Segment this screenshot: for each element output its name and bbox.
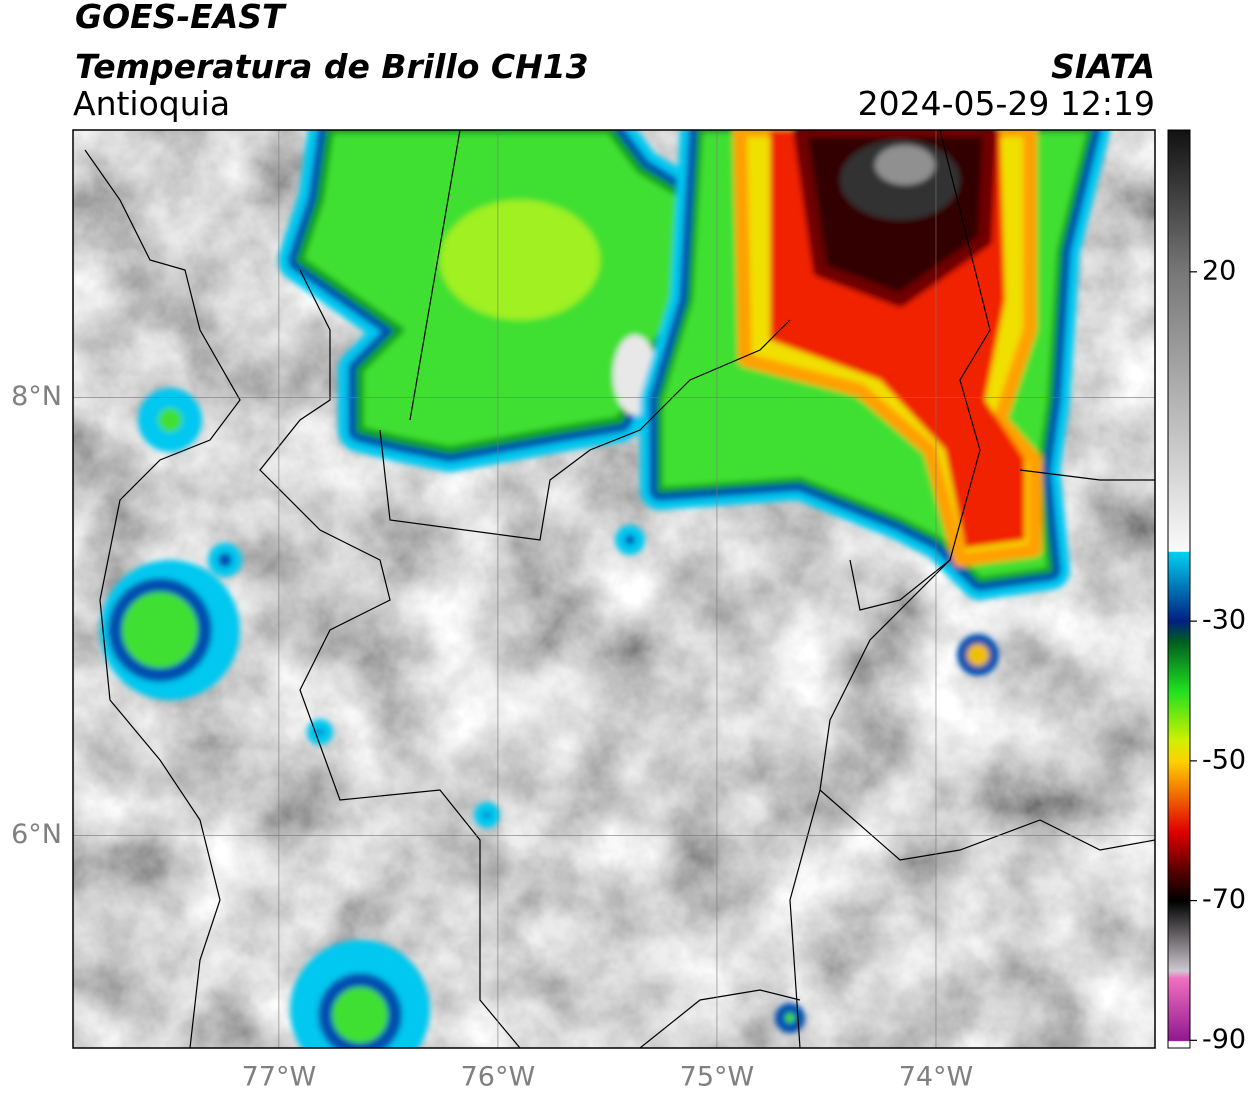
x-tick-label: 75°W: [680, 1062, 755, 1093]
border-line: [639, 989, 801, 1048]
colorbar-tick-label: 20: [1202, 255, 1236, 286]
border-line: [409, 130, 461, 421]
map-frame: [72, 129, 1156, 1049]
cold-cloud-tops: [100, 130, 1110, 1048]
border-line: [789, 559, 951, 1048]
colorbar-tick-label: -30: [1202, 605, 1246, 636]
cloud-cluster: [278, 130, 712, 472]
x-tick-label: 76°W: [461, 1062, 536, 1093]
small-cells: [100, 388, 999, 1048]
colorbar-tick-label: -70: [1202, 884, 1246, 915]
border-line: [379, 319, 791, 541]
satellite-title: GOES-EAST: [75, 0, 287, 36]
border-line: [1019, 469, 1155, 481]
colorbar: [1167, 129, 1191, 1049]
colorbar-tick-label: -90: [1202, 1024, 1246, 1055]
source-title: SIATA: [1051, 47, 1155, 86]
y-tick-label: 6°N: [11, 819, 62, 850]
y-tick-label: 8°N: [11, 381, 62, 412]
graticule: [73, 130, 1155, 1048]
region-title: Antioquia: [73, 84, 230, 123]
colorbar-tick-label: -50: [1202, 744, 1246, 775]
border-line: [819, 789, 1155, 861]
x-tick-label: 74°W: [899, 1062, 974, 1093]
border-line: [259, 269, 521, 1048]
cloud-cluster: [640, 130, 1110, 600]
border-line: [849, 130, 991, 611]
x-tick-label: 77°W: [242, 1062, 317, 1093]
map-area: [73, 130, 1155, 1048]
product-title: Temperatura de Brillo CH13: [75, 47, 589, 86]
borders: [84, 130, 1155, 1048]
datetime: 2024-05-29 12:19: [858, 84, 1155, 123]
coastline: [84, 149, 241, 1048]
